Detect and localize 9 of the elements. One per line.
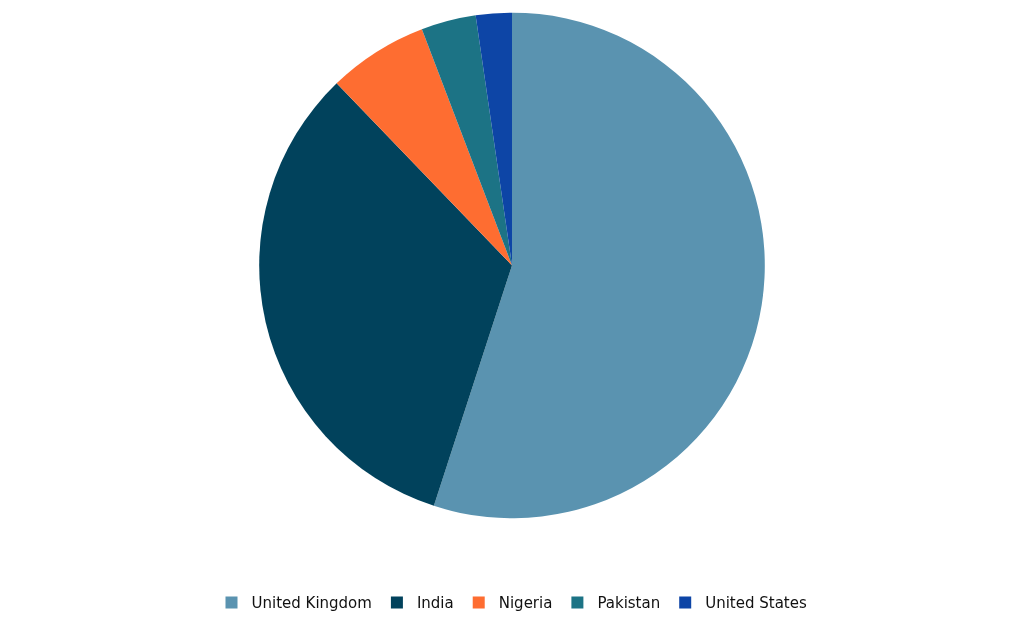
pie-slice xyxy=(421,15,512,266)
legend-label: Pakistan xyxy=(597,594,661,613)
pie-slice xyxy=(336,29,512,266)
legend-label: United Kingdom xyxy=(251,594,372,613)
pie-slice xyxy=(259,83,512,506)
pie-slice xyxy=(433,12,765,518)
legend-label: India xyxy=(416,594,454,613)
legend-label: Nigeria xyxy=(498,594,553,613)
legend-label: United States xyxy=(705,594,807,613)
